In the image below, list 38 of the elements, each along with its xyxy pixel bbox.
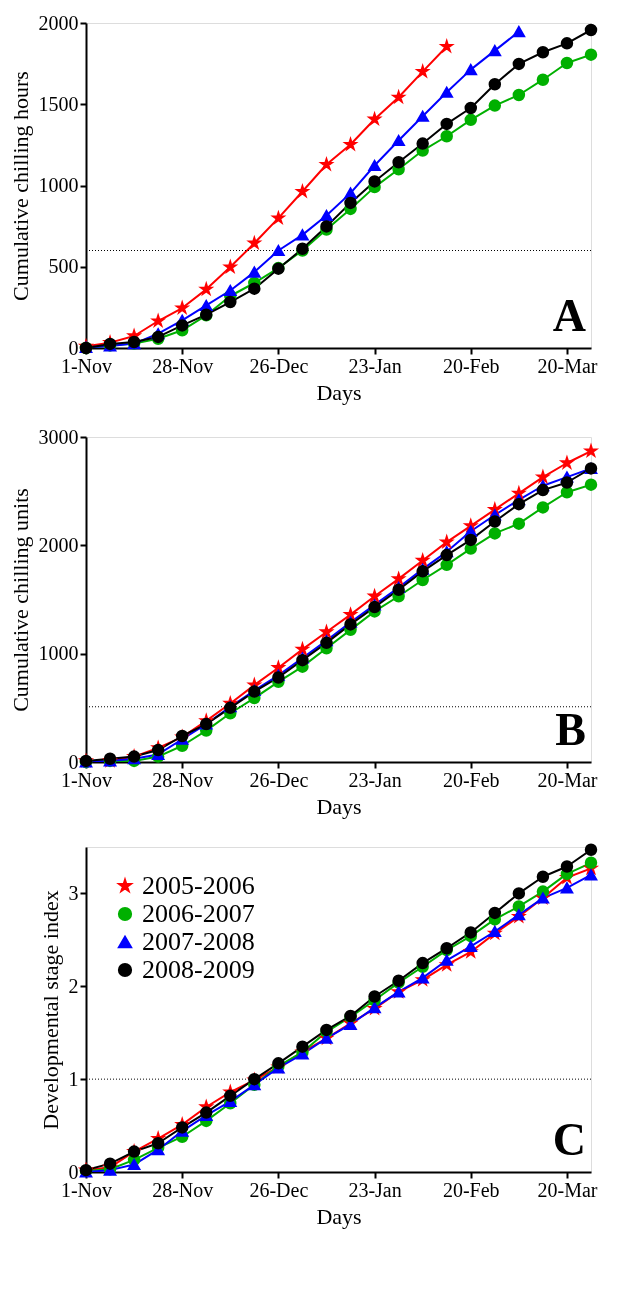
x-tick-label: 20-Mar: [537, 768, 598, 791]
x-axis-title: Days: [316, 1203, 362, 1229]
y-tick-label: 1000: [38, 174, 79, 196]
x-tick-label: 26-Dec: [249, 768, 309, 791]
legend-label: 2007-2008: [142, 927, 255, 956]
y-axis-title: Cumulative chilling hours: [7, 71, 33, 301]
y-tick-label: 3000: [38, 425, 79, 448]
annotation: A: [552, 290, 586, 341]
x-tick-label: 23-Jan: [348, 354, 402, 377]
y-tick-label: 1500: [38, 92, 79, 115]
x-tick-label: 23-Jan: [348, 768, 402, 791]
x-tick-label: 28-Nov: [152, 1178, 214, 1201]
y-axis-title: Cumulative chilling units: [7, 488, 33, 712]
y-tick-label: 2: [68, 974, 79, 997]
y-tick-label: 1: [68, 1067, 79, 1090]
legend-label: 2008-2009: [142, 955, 255, 984]
x-tick-label: 26-Dec: [249, 354, 309, 377]
y-axis-title: Developmental stage index: [37, 890, 63, 1130]
y-tick-label: 2000: [38, 533, 79, 556]
x-tick-label: 20-Feb: [442, 354, 500, 377]
x-tick-label: 20-Feb: [442, 768, 500, 791]
x-axis-title: Days: [316, 793, 362, 819]
y-tick-label: 3: [68, 881, 79, 904]
y-tick-label: 2000: [38, 11, 79, 34]
x-tick-label: 28-Nov: [152, 354, 214, 377]
x-tick-label: 20-Mar: [537, 1178, 598, 1201]
annotation: C: [552, 1114, 586, 1165]
x-tick-label: 20-Feb: [442, 1178, 500, 1201]
x-tick-label: 23-Jan: [348, 1178, 402, 1201]
y-tick-label: 1000: [38, 642, 79, 665]
x-tick-label: 20-Mar: [537, 354, 598, 377]
x-axis-title: Days: [316, 379, 362, 405]
legend-label: 2006-2007: [142, 899, 255, 928]
x-tick-label: 26-Dec: [249, 1178, 309, 1201]
legend-label: 2005-2006: [142, 871, 255, 900]
annotation: B: [555, 704, 586, 755]
y-tick-label: 500: [48, 255, 79, 278]
x-tick-label: 28-Nov: [152, 768, 214, 791]
